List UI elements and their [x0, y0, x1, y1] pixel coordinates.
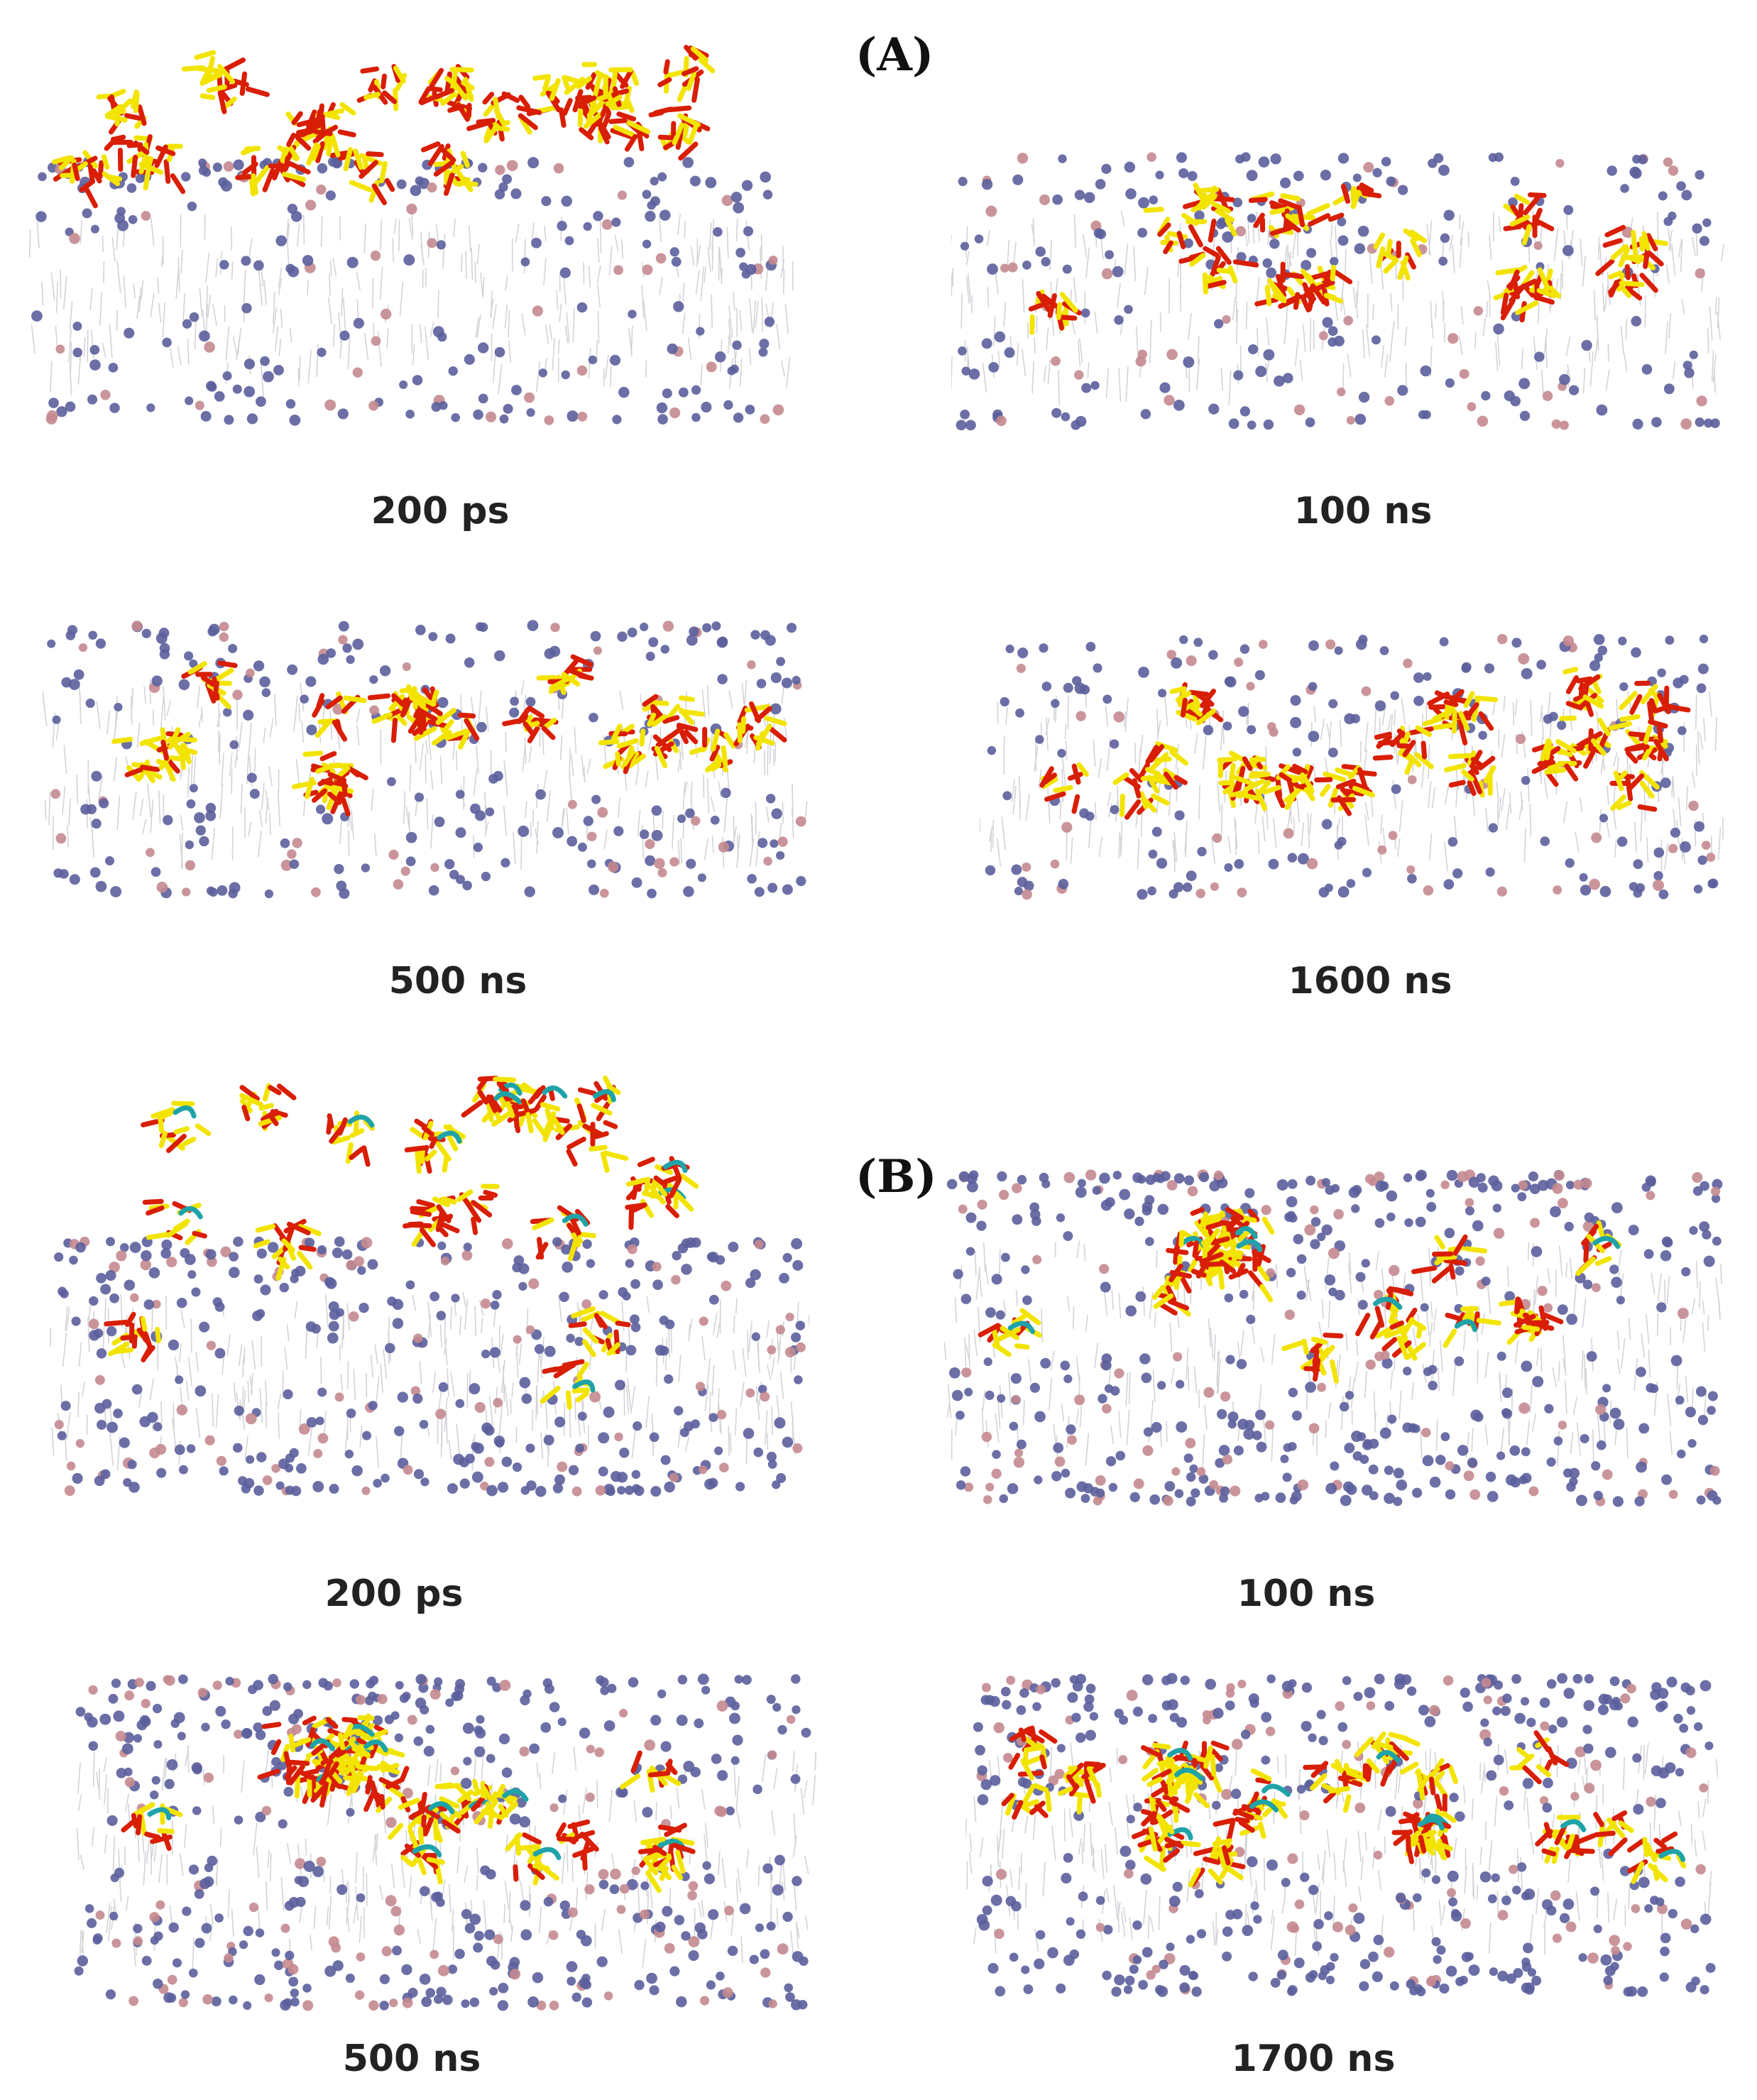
snapshot-b-500ns [71, 1661, 816, 2016]
caption-a-1600ns: 1600 ns [1288, 960, 1452, 1002]
caption-a-500ns: 500 ns [388, 960, 527, 1002]
snapshot-a-500ns [43, 611, 809, 909]
caption-b-100ns: 100 ns [1237, 1573, 1376, 1615]
panel-label-a: (A) [855, 28, 934, 82]
caption-a-200ps: 200 ps [371, 490, 510, 532]
caption-b-500ns: 500 ns [342, 2038, 481, 2080]
snapshot-b-200ps [50, 1051, 809, 1505]
snapshot-a-100ns [951, 142, 1725, 440]
snapshot-a-200ps [28, 43, 795, 440]
caption-b-1700ns: 1700 ns [1231, 2038, 1396, 2080]
snapshot-a-1600ns [980, 625, 1725, 909]
snapshot-b-1700ns [965, 1661, 1718, 2002]
caption-b-200ps: 200 ps [324, 1573, 464, 1615]
caption-a-100ns: 100 ns [1293, 490, 1433, 532]
snapshot-b-100ns [944, 1157, 1725, 1512]
panel-label-b: (B) [855, 1150, 937, 1203]
